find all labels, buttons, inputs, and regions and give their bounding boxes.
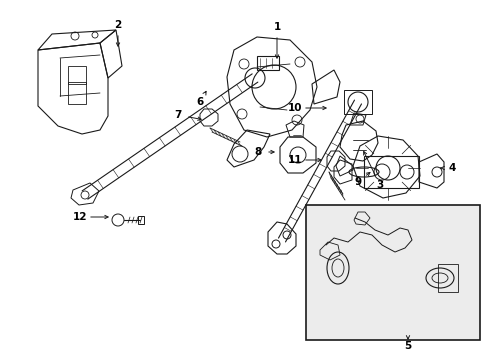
Bar [437, 264, 457, 292]
Bar [68, 82, 86, 104]
Text: 9: 9 [354, 177, 361, 187]
Bar [68, 66, 86, 84]
Text: 5: 5 [404, 341, 411, 351]
Text: 7: 7 [174, 110, 182, 120]
Text: 11: 11 [287, 155, 302, 165]
Bar [305, 205, 479, 340]
Bar [363, 156, 418, 188]
Text: 10: 10 [287, 103, 302, 113]
Text: 4: 4 [447, 163, 455, 173]
Text: 12: 12 [73, 212, 87, 222]
Bar [257, 56, 279, 70]
Text: 2: 2 [114, 20, 122, 30]
Text: 3: 3 [376, 180, 383, 190]
Text: 8: 8 [254, 147, 261, 157]
Text: 6: 6 [196, 97, 203, 107]
Text: 1: 1 [273, 22, 280, 32]
